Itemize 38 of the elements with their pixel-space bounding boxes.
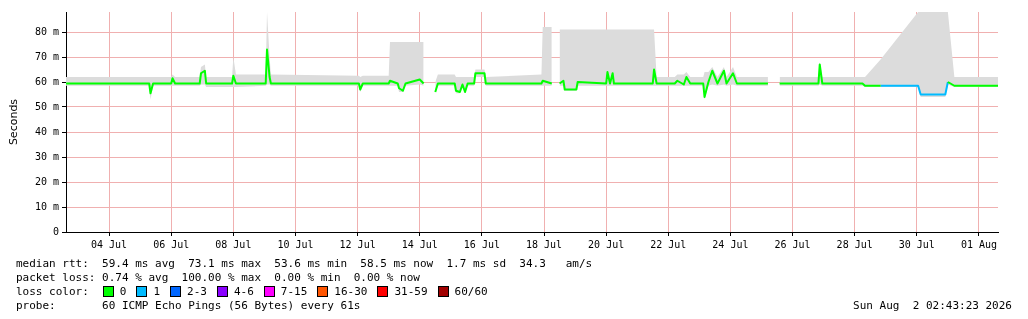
x-tick-label: 26 Jul — [774, 238, 811, 250]
y-tick-label: 0 — [52, 225, 59, 237]
y-axis-title: Seconds — [7, 98, 21, 146]
y-tick-label: 70 m — [34, 50, 59, 62]
x-tick-label: 16 Jul — [463, 238, 500, 250]
text: packet loss: 0.74 % avg 100.00 % max 0.00 % min 0.00 % now — [16, 271, 420, 284]
x-tick-label: 28 Jul — [836, 238, 873, 250]
x-tick-label: 30 Jul — [898, 238, 935, 250]
x-tick-label: 01 Aug — [960, 238, 998, 250]
x-tick-label: 08 Jul — [215, 238, 252, 250]
text: median rtt: 59.4 ms avg 73.1 ms max 53.6 ms min 58.5 ms now 1.7 ms sd 34.3 am/s — [16, 257, 593, 270]
x-tick-label: 24 Jul — [712, 238, 749, 250]
legend-label: 31-59 — [394, 285, 428, 298]
y-tick-label: 50 m — [34, 100, 59, 112]
legend-title: loss color: — [16, 285, 89, 298]
legend-label: 4-6 — [233, 285, 254, 298]
legend-label: 16-30 — [334, 285, 368, 298]
x-tick-label: 10 Jul — [277, 238, 314, 250]
x-tick-label: 04 Jul — [91, 238, 128, 250]
text: Sun Aug 2 02:43:23 2026 — [853, 299, 1012, 312]
legend-label: 0 — [119, 285, 127, 298]
x-tick-label: 20 Jul — [588, 238, 625, 250]
legend-label: 60/60 — [454, 285, 488, 298]
y-tick-label: 20 m — [34, 175, 59, 187]
x-tick-label: 22 Jul — [650, 238, 687, 250]
y-tick-label: 60 m — [34, 75, 59, 87]
x-tick-label: 14 Jul — [401, 238, 438, 250]
y-tick-label: 30 m — [34, 150, 59, 162]
x-tick-label: 12 Jul — [339, 238, 376, 250]
legend-label: 2-3 — [187, 285, 207, 298]
y-tick-label: 10 m — [34, 200, 59, 212]
y-tick-label: 80 m — [34, 25, 59, 37]
y-tick-label: 40 m — [34, 125, 59, 137]
legend-label: 7-15 — [280, 285, 308, 298]
x-tick-label: 18 Jul — [525, 238, 563, 250]
x-tick-label: 06 Jul — [153, 238, 190, 250]
text: probe: 60 ICMP Echo Pings (56 Bytes) every 61s — [16, 299, 361, 312]
legend-label: 1 — [153, 285, 161, 298]
